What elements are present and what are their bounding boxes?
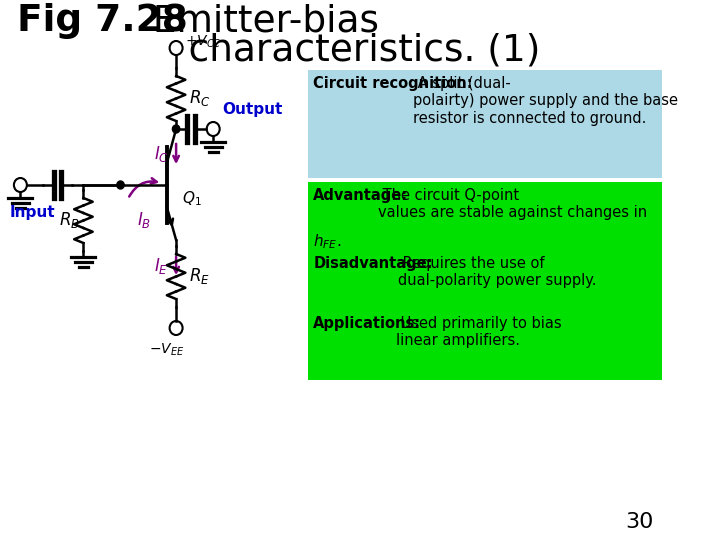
Text: 30: 30	[625, 512, 654, 532]
Text: Input: Input	[9, 205, 55, 220]
Text: Applications:: Applications:	[313, 316, 421, 331]
Text: Requires the use of
dual-polarity power supply.: Requires the use of dual-polarity power …	[397, 256, 596, 288]
Text: Output: Output	[222, 102, 283, 117]
Circle shape	[117, 181, 125, 189]
Text: The circuit Q-point
values are stable against changes in: The circuit Q-point values are stable ag…	[378, 188, 647, 220]
Text: $R_C$: $R_C$	[189, 89, 211, 109]
Text: Circuit recognition:: Circuit recognition:	[313, 76, 473, 91]
Text: $+V_{CC}$: $+V_{CC}$	[185, 34, 222, 50]
Text: Circuit recognition: A split (dual-
polairty) power supply and the base
resistor: Circuit recognition: A split (dual- pola…	[313, 76, 578, 126]
Text: Fig 7.28: Fig 7.28	[17, 3, 187, 39]
Text: $I_C$: $I_C$	[154, 144, 169, 164]
Text: $Q_1$: $Q_1$	[181, 190, 202, 208]
FancyBboxPatch shape	[307, 182, 662, 380]
Text: Used primarily to bias
linear amplifiers.: Used primarily to bias linear amplifiers…	[396, 316, 562, 348]
Text: characteristics. (1): characteristics. (1)	[141, 33, 540, 69]
Text: $R_E$: $R_E$	[189, 267, 210, 287]
Text: $I_E$: $I_E$	[154, 256, 168, 276]
FancyBboxPatch shape	[307, 70, 662, 178]
Circle shape	[172, 125, 180, 133]
Text: $R_B$: $R_B$	[59, 211, 80, 231]
Text: A split (dual-
polairty) power supply and the base
resistor is connected to grou: A split (dual- polairty) power supply an…	[413, 76, 678, 126]
Text: $\it{h}_{FE}$.: $\it{h}_{FE}$.	[313, 232, 341, 251]
Text: $-V_{EE}$: $-V_{EE}$	[149, 342, 184, 359]
Text: Emitter-bias: Emitter-bias	[141, 3, 379, 39]
Text: Disadvantage:: Disadvantage:	[313, 256, 433, 271]
Text: Advantage:: Advantage:	[313, 188, 408, 203]
Text: $I_B$: $I_B$	[138, 210, 151, 230]
